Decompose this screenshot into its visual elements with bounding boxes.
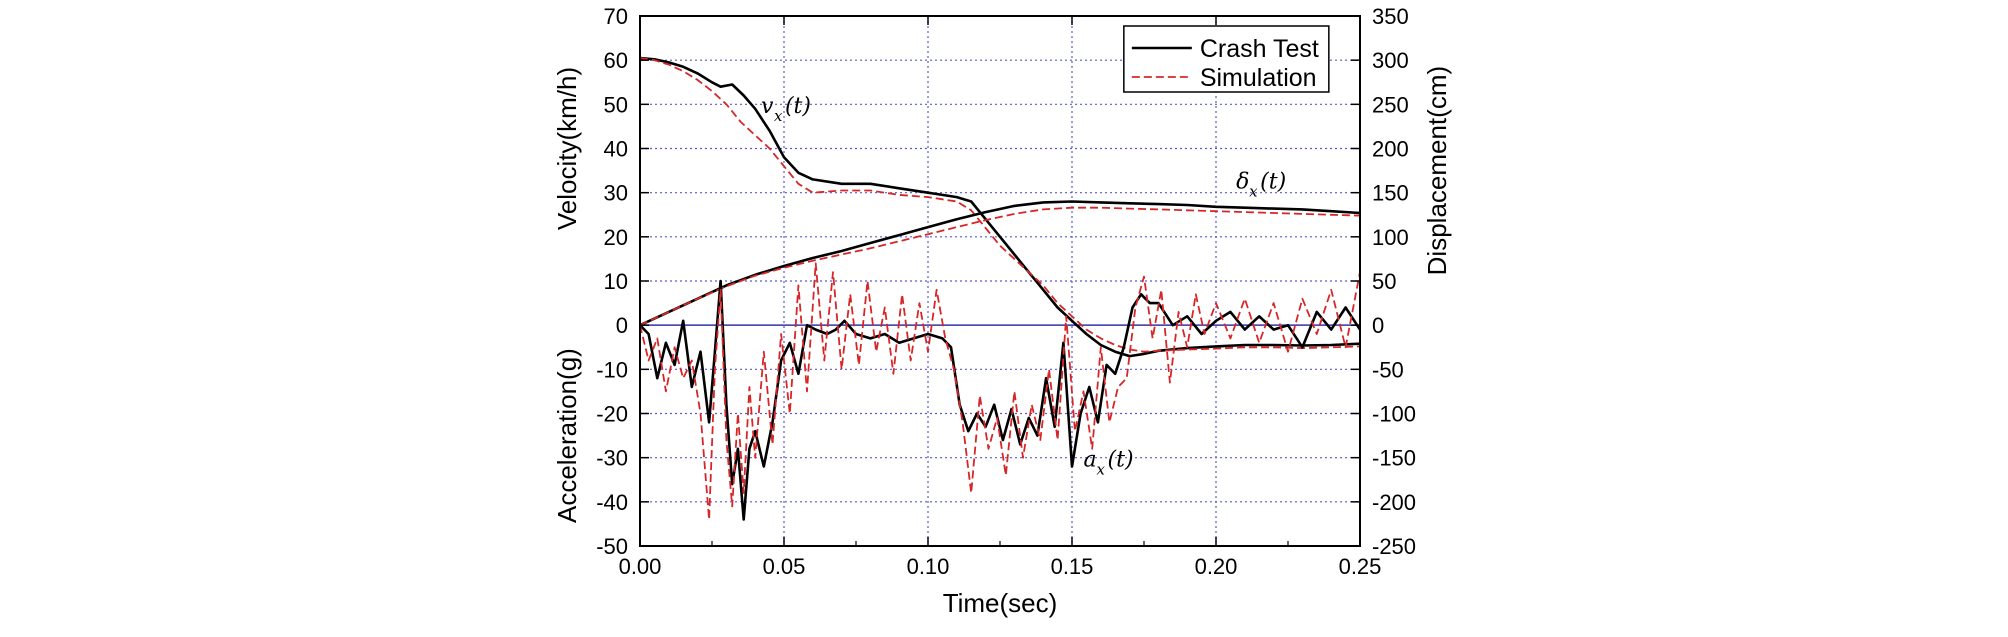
series-velocity-simulation: [639, 57, 1361, 353]
y-left-tick-label: 70: [604, 4, 628, 29]
y-right-title: Displacement(cm): [1422, 66, 1452, 276]
y-right-tick-label: 350: [1372, 4, 1409, 29]
y-left-tick-label: 50: [604, 92, 628, 117]
y-right-tick-label: -50: [1372, 357, 1404, 382]
y-right-tick-label: -100: [1372, 402, 1416, 427]
y-right-tick-label: 100: [1372, 225, 1409, 250]
annotation-subscript: x: [774, 107, 783, 125]
y-left-title-velocity: Velocity(km/h): [552, 67, 582, 230]
annotation-argument: (t): [785, 94, 811, 119]
x-tick-label: 0.10: [907, 554, 950, 579]
y-left-tick-label: -50: [596, 534, 628, 559]
annotation-x-displacement: δ x (t): [1236, 169, 1286, 200]
y-left-title-acceleration: Acceleration(g): [552, 348, 582, 523]
y-right-tick-label: 200: [1372, 137, 1409, 162]
label-layer: 0.00 0.05 0.10 0.15 0.20 0.25-50-40-30-20-100…: [552, 4, 1452, 618]
series-acceleration-crash-test: [639, 279, 1362, 521]
annotation-symbol: a: [1084, 448, 1097, 473]
y-right-tick-label: -150: [1372, 446, 1416, 471]
y-left-tick-label: 20: [604, 225, 628, 250]
y-left-tick-label: -30: [596, 446, 628, 471]
y-right-tick-label: -250: [1372, 534, 1416, 559]
y-left-tick-label: -10: [596, 357, 628, 382]
y-left-tick-label: 60: [604, 48, 628, 73]
y-right-tick-label: -200: [1372, 490, 1416, 515]
y-left-tick-label: 10: [604, 269, 628, 294]
y-right-tick-label: 150: [1372, 181, 1409, 206]
series-layer: [639, 56, 1362, 521]
annotation-symbol: δ: [1236, 169, 1249, 194]
x-tick-label: 0.00: [619, 554, 662, 579]
x-tick-label: 0.25: [1339, 554, 1382, 579]
x-axis-title: Time(sec): [943, 588, 1058, 618]
y-left-tick-label: 30: [604, 181, 628, 206]
annotation-argument: (t): [1260, 169, 1286, 194]
series-acceleration-simulation: [639, 262, 1361, 521]
y-right-tick-label: 250: [1372, 92, 1409, 117]
axes-layer: [639, 15, 1361, 547]
legend-label-crash-test: Crash Test: [1200, 35, 1319, 63]
annotation-subscript: x: [1097, 461, 1106, 479]
annotation-x-acceleration: a x (t): [1084, 448, 1134, 479]
series-displacement-crash-test: [639, 200, 1361, 327]
legend-label-simulation: Simulation: [1200, 64, 1317, 92]
annotation-symbol: v: [761, 94, 774, 119]
y-left-tick-label: 0: [616, 313, 628, 338]
annotation-subscript: x: [1249, 182, 1258, 200]
series-displacement-simulation: [639, 206, 1361, 327]
y-left-tick-label: 40: [604, 137, 628, 162]
y-right-tick-label: 50: [1372, 269, 1396, 294]
y-left-tick-label: -20: [596, 402, 628, 427]
annotation-argument: (t): [1108, 448, 1134, 473]
x-tick-label: 0.05: [763, 554, 806, 579]
x-tick-label: 0.20: [1195, 554, 1238, 579]
x-tick-label: 0.15: [1051, 554, 1094, 579]
y-right-tick-label: 300: [1372, 48, 1409, 73]
legend-box: [1123, 25, 1330, 93]
y-right-tick-label: 0: [1372, 313, 1384, 338]
y-left-tick-label: -40: [596, 490, 628, 515]
annotation-x-velocity: v x (t): [761, 94, 811, 125]
